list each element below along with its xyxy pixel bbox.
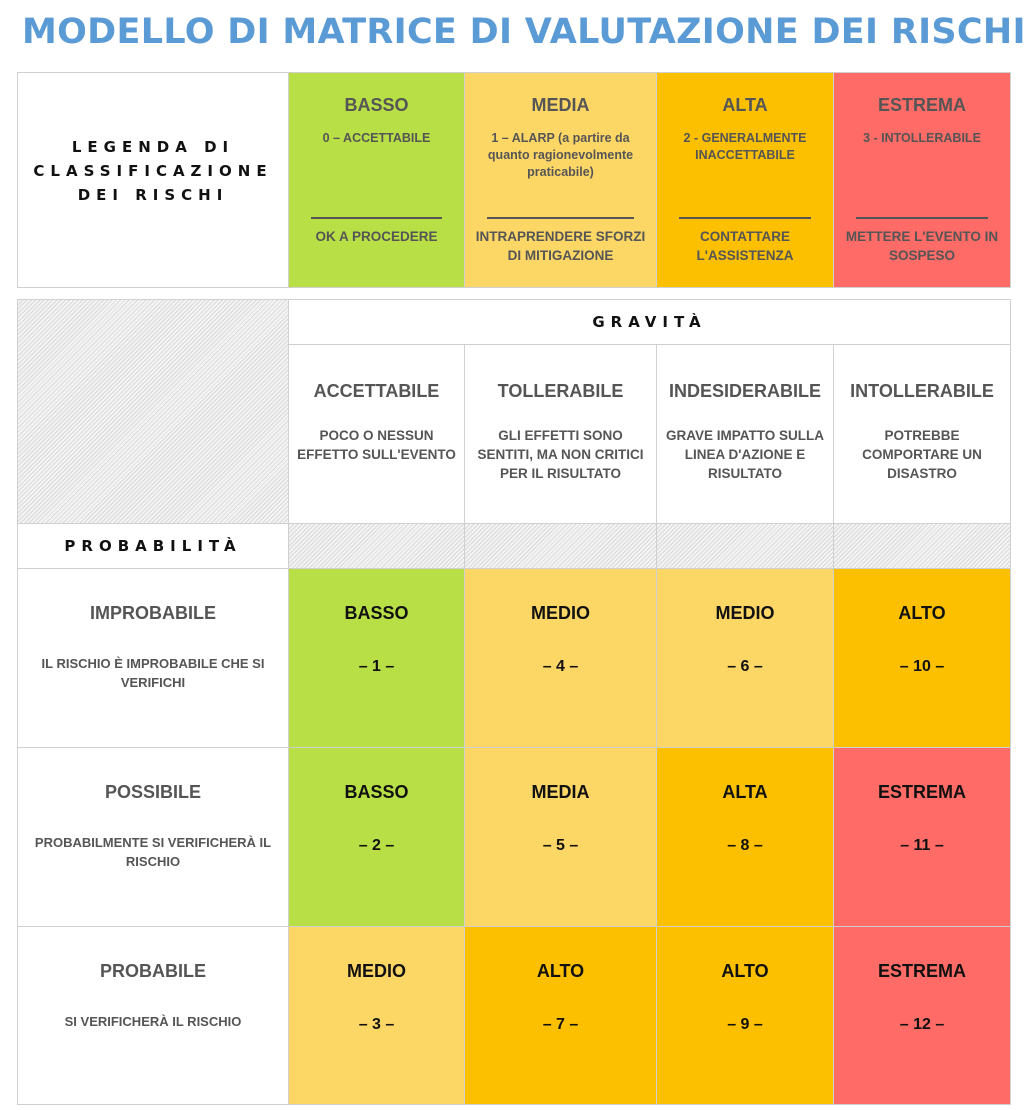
- hatch-spacer: [465, 524, 657, 569]
- legend-level-code: 1 – ALARP (a partire da quanto ragionevo…: [487, 131, 634, 179]
- legend-level-name: BASSO: [344, 95, 409, 115]
- legend-level-code: 3 - INTOLLERABILE: [863, 131, 981, 145]
- legend-level-alta: ALTA 2 - GENERALMENTE INACCETTABILE CONT…: [657, 73, 834, 288]
- risk-cell: ALTA – 8 –: [657, 748, 834, 927]
- probability-name: PROBABILE: [99, 961, 206, 981]
- risk-cell-label: MEDIO: [346, 961, 406, 981]
- risk-matrix: GRAVITÀ ACCETTABILE POCO O NESSUN EFFETT…: [17, 299, 1011, 1105]
- legend-heading-cell: LEGENDA DI CLASSIFICAZIONE DEI RISCHI: [18, 73, 289, 288]
- severity-col-indesiderabile: INDESIDERABILE GRAVE IMPATTO SULLA LINEA…: [657, 345, 834, 524]
- risk-cell-number: – 12 –: [899, 1016, 945, 1033]
- risk-cell: ESTREMA – 11 –: [834, 748, 1011, 927]
- risk-cell-label: MEDIO: [530, 603, 590, 623]
- risk-cell-number: – 6 –: [727, 658, 763, 675]
- legend-level-code: 0 – ACCETTABILE: [322, 131, 431, 145]
- risk-cell-number: – 1 –: [358, 658, 395, 675]
- legend-level-action: METTERE L'EVENTO IN SOSPESO: [845, 229, 999, 263]
- severity-desc: POTREBBE COMPORTARE UN DISASTRO: [862, 428, 982, 481]
- risk-cell: ALTO – 7 –: [465, 927, 657, 1105]
- risk-cell-label: ALTA: [722, 782, 768, 802]
- risk-cell-label: ALTO: [898, 603, 946, 623]
- probability-row-improbabile: IMPROBABILE IL RISCHIO È IMPROBABILE CHE…: [18, 569, 289, 748]
- severity-col-intollerabile: INTOLLERABILE POTREBBE COMPORTARE UN DIS…: [834, 345, 1011, 524]
- risk-cell-number: – 5 –: [542, 837, 579, 854]
- risk-cell-label: MEDIO: [715, 603, 775, 623]
- severity-heading: GRAVITÀ: [592, 313, 707, 331]
- severity-name: INTOLLERABILE: [850, 381, 994, 401]
- risk-cell-number: – 11 –: [900, 837, 944, 854]
- probability-row-possibile: POSSIBILE PROBABILMENTE SI VERIFICHERÀ I…: [18, 748, 289, 927]
- severity-col-accettabile: ACCETTABILE POCO O NESSUN EFFETTO SULL'E…: [289, 345, 465, 524]
- severity-name: ACCETTABILE: [313, 381, 440, 401]
- risk-cell-label: ALTO: [721, 961, 769, 981]
- severity-name: INDESIDERABILE: [668, 381, 821, 401]
- page-title: MODELLO DI MATRICE DI VALUTAZIONE DEI RI…: [22, 12, 1026, 52]
- probability-desc: SI VERIFICHERÀ IL RISCHIO: [64, 1014, 242, 1029]
- legend-level-action: OK A PROCEDERE: [315, 229, 438, 244]
- severity-desc: POCO O NESSUN EFFETTO SULL'EVENTO: [297, 428, 456, 462]
- legend-divider: [487, 217, 634, 219]
- legend-table: LEGENDA DI CLASSIFICAZIONE DEI RISCHI BA…: [17, 72, 1011, 288]
- hatch-spacer: [834, 524, 1011, 569]
- matrix-corner: [18, 300, 289, 524]
- legend-level-action: CONTATTARE L'ASSISTENZA: [696, 229, 794, 263]
- legend-divider: [679, 217, 811, 219]
- risk-cell: MEDIO – 6 –: [657, 569, 834, 748]
- risk-cell-number: – 9 –: [727, 1016, 763, 1033]
- legend-level-name: ESTREMA: [877, 95, 966, 115]
- risk-cell-label: ESTREMA: [877, 782, 966, 802]
- risk-cell: BASSO – 1 –: [289, 569, 465, 748]
- risk-cell-number: – 3 –: [358, 1016, 395, 1033]
- legend-level-code: 2 - GENERALMENTE INACCETTABILE: [683, 131, 807, 162]
- probability-name: POSSIBILE: [104, 782, 202, 802]
- hatch-spacer: [289, 524, 465, 569]
- probability-heading-cell: PROBABILITÀ: [18, 524, 289, 569]
- risk-cell-number: – 8 –: [727, 837, 763, 854]
- risk-cell: BASSO – 2 –: [289, 748, 465, 927]
- probability-desc: IL RISCHIO È IMPROBABILE CHE SI VERIFICH…: [41, 656, 265, 690]
- legend-level-media: MEDIA 1 – ALARP (a partire da quanto rag…: [465, 73, 657, 288]
- legend-level-action: INTRAPRENDERE SFORZI DI MITIGAZIONE: [475, 229, 646, 263]
- risk-cell-label: MEDIA: [531, 782, 590, 802]
- severity-desc: GRAVE IMPATTO SULLA LINEA D'AZIONE E RIS…: [666, 428, 824, 481]
- risk-cell-number: – 2 –: [358, 837, 395, 854]
- hatch-spacer: [657, 524, 834, 569]
- risk-cell-label: ALTO: [536, 961, 585, 981]
- legend-level-name: ALTA: [722, 95, 768, 115]
- severity-name: TOLLERABILE: [497, 381, 624, 401]
- legend-divider: [311, 217, 442, 219]
- severity-col-tollerabile: TOLLERABILE GLI EFFETTI SONO SENTITI, MA…: [465, 345, 657, 524]
- risk-cell: ESTREMA – 12 –: [834, 927, 1011, 1105]
- legend-level-estrema: ESTREMA 3 - INTOLLERABILE METTERE L'EVEN…: [834, 73, 1011, 288]
- legend-divider: [856, 217, 988, 219]
- severity-heading-cell: GRAVITÀ: [289, 300, 1011, 345]
- severity-desc: GLI EFFETTI SONO SENTITI, MA NON CRITICI…: [477, 428, 644, 481]
- risk-cell-number: – 4 –: [542, 658, 579, 675]
- probability-name: IMPROBABILE: [90, 603, 216, 623]
- risk-cell: MEDIO – 4 –: [465, 569, 657, 748]
- risk-cell-number: – 7 –: [542, 1016, 579, 1033]
- risk-cell: ALTO – 9 –: [657, 927, 834, 1105]
- probability-row-probabile: PROBABILE SI VERIFICHERÀ IL RISCHIO: [18, 927, 289, 1105]
- probability-desc: PROBABILMENTE SI VERIFICHERÀ IL RISCHIO: [34, 835, 272, 869]
- risk-cell: MEDIO – 3 –: [289, 927, 465, 1105]
- risk-cell: MEDIA – 5 –: [465, 748, 657, 927]
- risk-cell-number: – 10 –: [899, 658, 945, 675]
- risk-cell-label: BASSO: [344, 603, 409, 623]
- legend-level-name: MEDIA: [531, 95, 590, 115]
- legend-level-basso: BASSO 0 – ACCETTABILE OK A PROCEDERE: [289, 73, 465, 288]
- probability-heading: PROBABILITÀ: [64, 537, 242, 555]
- risk-cell: ALTO – 10 –: [834, 569, 1011, 748]
- risk-cell-label: ESTREMA: [877, 961, 966, 981]
- risk-cell-label: BASSO: [344, 782, 409, 802]
- legend-heading: LEGENDA DI CLASSIFICAZIONE DEI RISCHI: [33, 138, 273, 204]
